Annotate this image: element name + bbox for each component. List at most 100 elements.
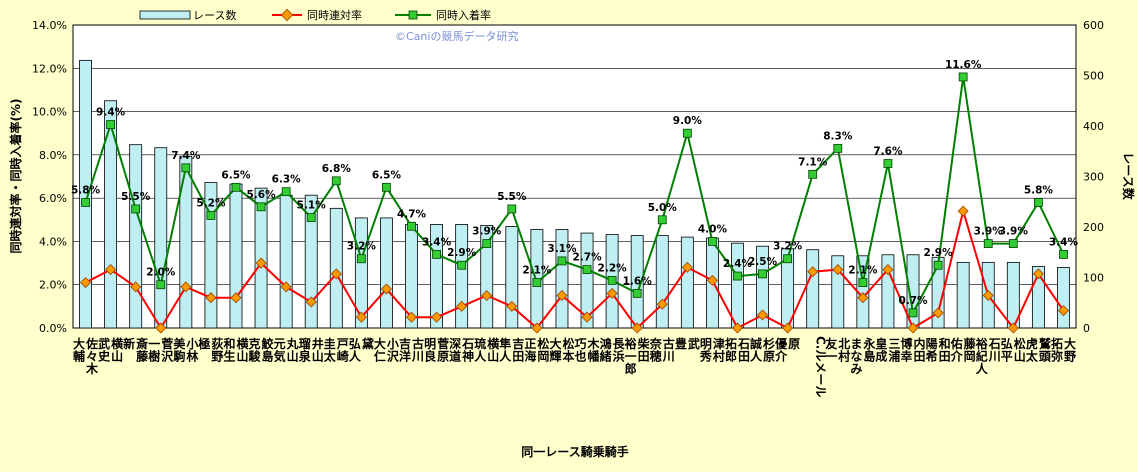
data-label: 5.5% <box>497 191 527 203</box>
x-tick-char: 本 <box>562 349 574 364</box>
data-label: 1.6% <box>623 275 653 287</box>
point-rentai <box>180 281 192 293</box>
point-rentai <box>405 311 418 323</box>
x-tick-char: 正 <box>524 337 536 351</box>
x-tick-char: 幡 <box>588 349 601 364</box>
point-nyuchaku <box>758 269 767 279</box>
x-tick-char: 武 <box>688 336 700 351</box>
point-nyuchaku <box>808 169 818 179</box>
point-rentai <box>907 322 919 334</box>
data-label: 7.6% <box>873 146 903 158</box>
point-rentai <box>681 261 693 273</box>
x-tick-char: 輝 <box>549 349 561 364</box>
x-tick-char: 古 <box>663 336 675 351</box>
x-tick-char: 神 <box>462 349 474 364</box>
bars-group <box>79 59 1070 329</box>
point-nyuchaku <box>532 278 542 287</box>
point-nyuchaku <box>582 265 592 274</box>
point-rentai <box>230 292 242 304</box>
x-tick-char: 横 <box>111 336 124 351</box>
point-rentai <box>255 257 267 269</box>
point-nyuchaku <box>306 213 316 223</box>
data-label: 2.9% <box>924 247 954 259</box>
right-axis-ticks: 0 100 200 300 400 500 600 <box>1083 19 1104 335</box>
legend-label-races: レース数 <box>193 9 236 22</box>
x-tick-char: 石 <box>988 337 1001 351</box>
point-nyuchaku <box>833 143 843 153</box>
x-tick-char: 巧 <box>575 337 587 351</box>
x-tick-char: 人 <box>474 349 487 364</box>
y-tick-label: 10.0% <box>32 106 67 119</box>
x-tick-char: 人 <box>349 349 362 364</box>
x-tick-char: 々 <box>86 350 98 364</box>
x-tick-char: 斎 <box>136 336 148 351</box>
x-tick-char: 古 <box>412 336 424 351</box>
point-rentai <box>80 277 92 289</box>
x-tick-char: 一 <box>148 337 160 351</box>
x-tick-char: 佐 <box>85 336 98 351</box>
point-rentai <box>355 311 367 323</box>
x-tick-char: 田 <box>638 350 650 364</box>
x-tick-char: 川 <box>662 350 675 364</box>
data-label: 2.0% <box>146 267 176 279</box>
data-labels: 5.8% 9.4% 5.5% 2.0% 7.4% 5.2% 6.5% 5.6% 6.3% 5.1%… <box>71 59 1079 307</box>
y-tick-label: 4.0% <box>39 235 67 248</box>
x-tick-label: C.ルメール <box>814 336 828 397</box>
x-tick-char: 川 <box>411 350 424 364</box>
x-tick-char: 介 <box>950 349 964 364</box>
x-tick-char: 琉 <box>474 336 486 351</box>
x-tick-char: 村 <box>838 349 850 364</box>
point-nyuchaku <box>557 256 567 266</box>
data-label: 5.2% <box>196 197 226 209</box>
x-tick-char: 人 <box>750 349 763 364</box>
y2-tick-label: 200 <box>1083 221 1104 234</box>
bar <box>129 144 143 329</box>
point-rentai <box>957 205 969 217</box>
y-tick-label: 2.0% <box>39 279 67 292</box>
x-tick-char: 村 <box>713 349 725 364</box>
x-tick-char: 深 <box>449 336 461 351</box>
point-nyuchaku <box>1033 198 1043 207</box>
x-tick-char: 樹 <box>148 349 160 364</box>
x-tick-char: 新 <box>123 336 135 351</box>
point-rentai <box>1032 268 1044 280</box>
x-tick-char: 島 <box>262 349 274 364</box>
x-tick-label: 斎藤新 <box>123 336 149 364</box>
y2-tick-label: 0 <box>1083 322 1090 335</box>
x-tick-char: 拓 <box>1051 336 1063 351</box>
data-label: 6.5% <box>221 169 251 181</box>
point-nyuchaku <box>81 198 90 207</box>
bar <box>555 229 569 329</box>
x-tick-char: 大 <box>549 336 561 351</box>
x-tick-char: 秀 <box>699 349 713 364</box>
data-label: 5.6% <box>247 189 277 201</box>
legend-marker-nyuchaku <box>408 10 418 20</box>
data-label: 9.4% <box>96 107 126 119</box>
x-tick-char: 成 <box>875 349 887 364</box>
point-rentai <box>506 300 518 312</box>
bar <box>505 226 519 329</box>
x-tick-char: 原 <box>763 350 775 364</box>
data-label: 6.3% <box>272 174 302 186</box>
point-nyuchaku <box>181 163 191 173</box>
point-rentai <box>1057 305 1069 317</box>
point-rentai <box>982 290 994 302</box>
data-label: 7.1% <box>798 156 828 168</box>
data-label: 3.4% <box>422 236 452 248</box>
x-tick-char: 太 <box>324 349 337 364</box>
point-nyuchaku <box>958 72 968 82</box>
data-label: 3.2% <box>347 241 377 253</box>
x-tick-char: 石 <box>461 337 474 351</box>
data-label: 3.4% <box>1049 236 1079 248</box>
x-tick-char: 井 <box>312 336 324 351</box>
x-tick-char: 松 <box>1014 336 1026 351</box>
x-tick-char: 陽 <box>926 337 938 351</box>
x-tick-char: 一 <box>825 350 837 364</box>
x-tick-char: 史 <box>98 349 111 364</box>
point-rentai <box>882 264 894 276</box>
